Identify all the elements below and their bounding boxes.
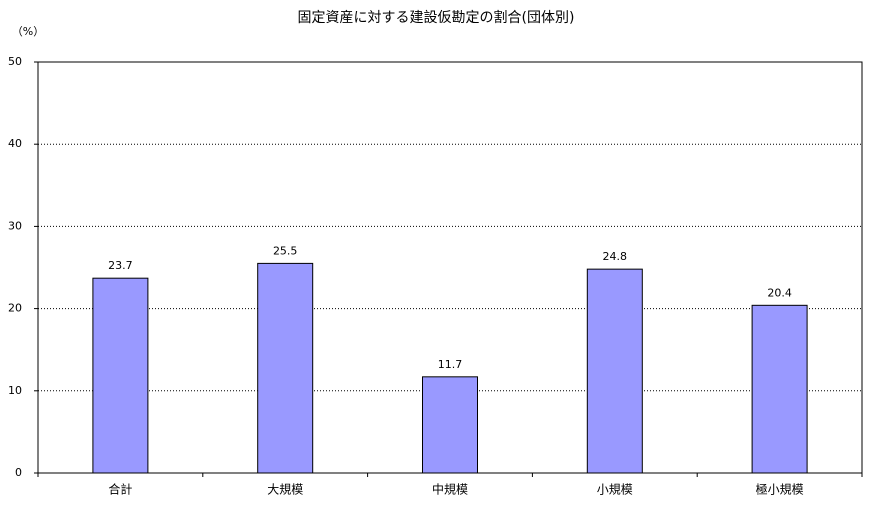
value-label: 23.7 <box>108 259 133 272</box>
y-tick-label: 20 <box>8 302 22 315</box>
value-label: 20.4 <box>767 286 792 299</box>
bar <box>422 376 478 474</box>
x-tick-label: 中規模 <box>432 482 468 497</box>
value-label: 11.7 <box>438 358 463 371</box>
bar <box>257 262 314 474</box>
value-label: 25.5 <box>273 244 298 257</box>
chart-title: 固定資産に対する建設仮勘定の割合(団体別) <box>298 9 575 26</box>
y-tick-label: 30 <box>8 219 22 232</box>
y-tick-label: 0 <box>15 466 22 479</box>
x-tick-label: 合計 <box>108 482 132 497</box>
bar <box>586 268 643 474</box>
bar <box>751 304 808 474</box>
y-tick-label: 50 <box>8 55 22 68</box>
x-tick-label: 小規模 <box>597 482 633 497</box>
value-label: 24.8 <box>603 250 628 263</box>
x-tick-label: 極小規模 <box>756 482 804 497</box>
y-axis-label: （%） <box>12 25 44 38</box>
y-tick-label: 40 <box>8 137 22 150</box>
y-tick-label: 10 <box>8 384 22 397</box>
x-tick-label: 大規模 <box>267 482 303 497</box>
bar <box>92 277 149 474</box>
